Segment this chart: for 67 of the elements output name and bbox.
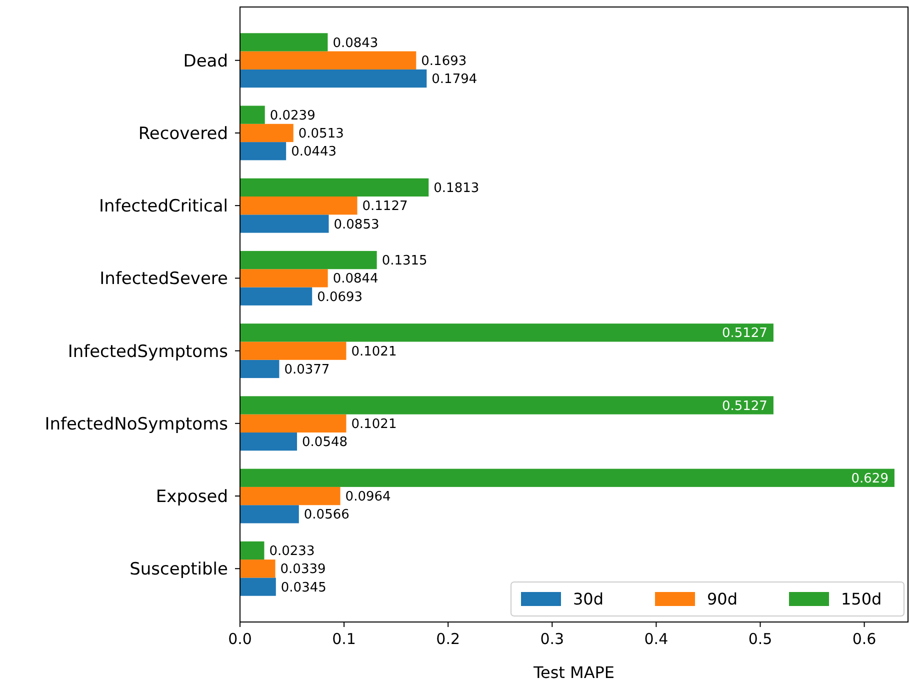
x-tick-label: 0.2 xyxy=(436,630,460,648)
x-axis-title: Test MAPE xyxy=(532,663,615,682)
x-tick-label: 0.0 xyxy=(228,630,252,648)
data-label: 0.0693 xyxy=(317,290,363,305)
bar xyxy=(240,33,328,52)
data-label: 0.0443 xyxy=(291,144,337,160)
bar xyxy=(240,324,774,342)
data-label: 0.1127 xyxy=(362,199,408,214)
data-label: 0.1794 xyxy=(432,72,478,88)
data-label: 0.0844 xyxy=(332,272,378,287)
x-tick-label: 0.5 xyxy=(748,630,772,648)
bar xyxy=(240,468,894,487)
bar xyxy=(240,287,312,306)
data-label: 0.1021 xyxy=(351,416,397,432)
bar xyxy=(240,396,774,414)
legend-label: 90d xyxy=(707,590,738,609)
data-label: 0.0843 xyxy=(332,36,378,51)
data-label: 0.0853 xyxy=(334,217,380,232)
x-tick-label: 0.1 xyxy=(332,630,356,648)
bar xyxy=(240,51,416,70)
y-tick-label: InfectedSymptoms xyxy=(68,342,228,362)
bar xyxy=(240,505,299,524)
y-tick-label: Dead xyxy=(183,51,228,72)
bar xyxy=(240,360,280,378)
y-tick-label: InfectedCritical xyxy=(99,196,228,217)
data-label: 0.5127 xyxy=(722,398,768,414)
legend-label: 30d xyxy=(573,590,604,609)
bar xyxy=(240,541,264,560)
bar xyxy=(240,342,346,360)
bar xyxy=(240,560,276,578)
data-label: 0.0233 xyxy=(269,544,315,560)
x-tick-label: 0.6 xyxy=(852,630,876,648)
bar xyxy=(240,578,276,596)
data-label: 0.5127 xyxy=(722,326,768,342)
y-tick-label: InfectedSevere xyxy=(100,269,228,290)
y-tick-label: Recovered xyxy=(138,124,228,144)
data-label: 0.629 xyxy=(851,471,888,486)
data-label: 0.1021 xyxy=(351,344,397,360)
data-label: 0.0339 xyxy=(280,562,326,578)
bar xyxy=(240,196,358,215)
bar xyxy=(240,414,346,432)
bar xyxy=(240,178,429,197)
bar xyxy=(240,432,298,451)
bar xyxy=(240,250,377,270)
data-label: 0.0377 xyxy=(284,362,330,378)
data-label: 0.0345 xyxy=(280,580,326,596)
data-label: 0.0548 xyxy=(302,435,348,450)
y-tick-label: Susceptible xyxy=(130,560,228,580)
bar xyxy=(240,69,427,88)
bar xyxy=(240,214,329,233)
data-label: 0.0239 xyxy=(270,108,316,124)
data-label: 0.1315 xyxy=(382,254,428,269)
y-tick-label: InfectedNoSymptoms xyxy=(44,414,228,434)
bar xyxy=(240,124,294,142)
bar xyxy=(240,269,328,288)
data-label: 0.0513 xyxy=(298,126,344,142)
bar xyxy=(240,142,286,160)
data-label: 0.1813 xyxy=(434,180,480,196)
data-label: 0.1693 xyxy=(421,54,467,69)
x-tick-label: 0.4 xyxy=(644,630,668,648)
legend-label: 150d xyxy=(841,590,882,609)
bar xyxy=(240,106,265,124)
x-tick-label: 0.3 xyxy=(540,630,564,648)
bar xyxy=(240,486,340,506)
y-tick-label: Exposed xyxy=(156,486,228,507)
data-label: 0.0964 xyxy=(345,490,391,505)
data-label: 0.0566 xyxy=(304,508,350,523)
